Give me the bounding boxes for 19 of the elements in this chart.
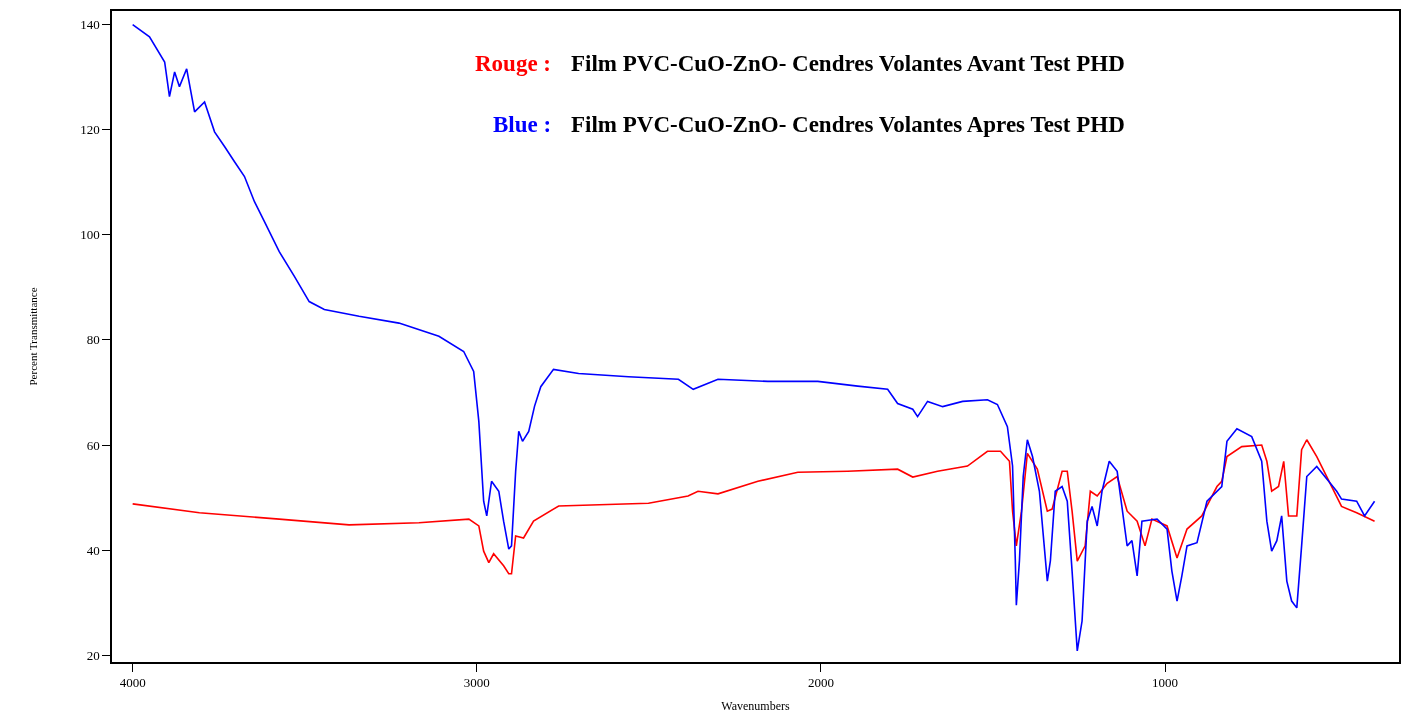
y-tick-label: 100 (80, 227, 100, 243)
x-tick-label: 3000 (463, 675, 490, 691)
y-tick-label: 140 (80, 17, 100, 33)
annotation: Rouge : (475, 51, 552, 76)
x-tick-label: 4000 (119, 675, 146, 691)
x-axis-title: Wavenumbers (721, 698, 790, 713)
line-series (131, 438, 1376, 575)
annotation: Blue : (493, 112, 552, 137)
annotation: Film PVC-CuO-ZnO- Cendres Volantes Avant Test PHD (571, 51, 1125, 76)
y-tick-label: 40 (86, 542, 100, 558)
x-tick-label: 2000 (807, 675, 834, 691)
y-tick-label: 120 (80, 122, 100, 138)
x-tick-label: 1000 (1152, 675, 1178, 691)
line-series (131, 23, 1376, 652)
y-tick-label: 20 (86, 647, 100, 663)
y-axis-title: Percent Transmittance (27, 287, 40, 386)
annotation: Film PVC-CuO-ZnO- Cendres Volantes Apres Test PHD (571, 112, 1125, 137)
y-tick-label: 80 (86, 332, 100, 348)
y-tick-label: 60 (86, 437, 100, 453)
